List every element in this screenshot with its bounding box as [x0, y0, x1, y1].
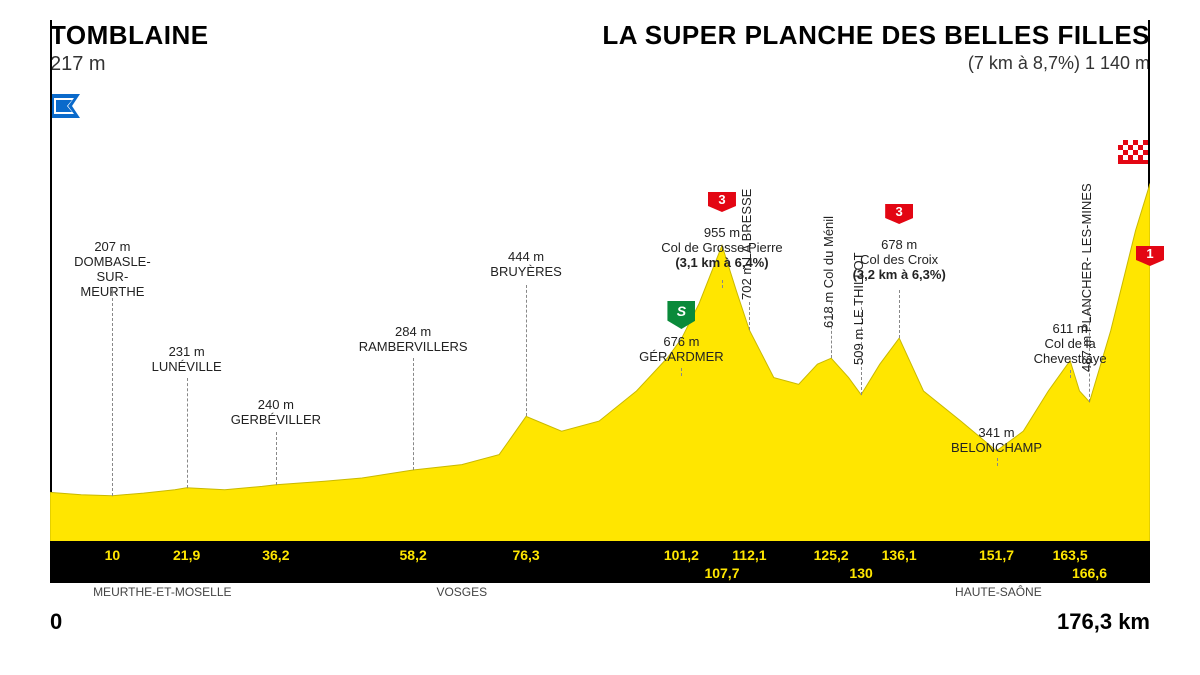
finish-header: LA SUPER PLANCHE DES BELLES FILLES (7 km… — [602, 20, 1150, 74]
waypoint-label: 284 mRAMBERVILLERS — [359, 325, 468, 355]
waypoint-line — [112, 288, 113, 496]
waypoint-label: 487 m PLANCHER- LES-MINES — [1081, 183, 1096, 372]
sprint-badge-icon: S — [667, 301, 695, 329]
km-marker: 107,7 — [704, 565, 739, 581]
start-flag-icon — [50, 94, 84, 118]
waypoint-label: 678 mCol des Croix(3,2 km à 6,3%) — [853, 238, 946, 283]
waypoint-label: 444 mBRUYÈRES — [490, 250, 562, 280]
km-marker: 151,7 — [979, 547, 1014, 563]
waypoint-label: 676 mGÉRARDMER — [639, 335, 724, 365]
waypoint-label: 702 m LA BRESSE — [740, 189, 755, 300]
elevation-profile: 207 mDOMBASLE-SUR-MEURTHE 231 mLUNÉVILLE 2… — [50, 130, 1150, 565]
km-marker: 125,2 — [814, 547, 849, 563]
km-marker: 36,2 — [262, 547, 289, 563]
waypoint-line — [997, 458, 998, 466]
waypoint-line — [899, 290, 900, 338]
waypoint-line — [749, 302, 750, 330]
stage-profile-frame: TOMBLAINE 217 m LA SUPER PLANCHE DES BEL… — [50, 20, 1150, 635]
region-bar: MEURTHE-ET-MOSELLE VOSGES HAUTE-SAÔNE — [50, 585, 1150, 603]
km-marker: 163,5 — [1053, 547, 1088, 563]
waypoint-line — [187, 378, 188, 488]
waypoint-label: 618 m Col du Ménil — [822, 216, 837, 328]
waypoint-label: 240 mGERBÉVILLER — [231, 398, 321, 428]
waypoint-label: 207 mDOMBASLE-SUR-MEURTHE — [74, 240, 151, 300]
start-header: TOMBLAINE 217 m — [50, 20, 209, 76]
km-marker: 101,2 — [664, 547, 699, 563]
waypoint-label: 231 mLUNÉVILLE — [152, 345, 222, 375]
km-marker-bar: 1021,936,258,276,3101,2107,7112,1125,213… — [50, 541, 1150, 583]
km-marker: 10 — [105, 547, 121, 563]
category-badge-icon: 3 — [885, 204, 913, 234]
region-label: VOSGES — [436, 585, 487, 599]
distance-end: 176,3 km — [1057, 609, 1150, 635]
waypoint-line — [681, 368, 682, 376]
waypoint-line — [526, 285, 527, 416]
km-marker: 112,1 — [732, 547, 766, 563]
km-marker: 130 — [849, 565, 872, 581]
region-label: MEURTHE-ET-MOSELLE — [93, 585, 231, 599]
km-marker: 136,1 — [882, 547, 917, 563]
waypoint-label: 341 mBELONCHAMP — [951, 426, 1042, 456]
km-marker: 76,3 — [512, 547, 539, 563]
finish-sub: (7 km à 8,7%) 1 140 m — [602, 53, 1150, 74]
category-badge-icon: 1 — [1136, 246, 1164, 276]
km-marker: 166,6 — [1072, 565, 1107, 581]
waypoint-label: 611 mCol de laChevestraye — [1034, 322, 1107, 367]
waypoint-line — [1070, 370, 1071, 378]
start-name: TOMBLAINE — [50, 20, 209, 51]
km-marker: 58,2 — [400, 547, 427, 563]
waypoint-line — [276, 432, 277, 485]
waypoint-line — [722, 280, 723, 288]
km-marker: 21,9 — [173, 547, 200, 563]
waypoint-label: 955 mCol de Grosse Pierre(3,1 km à 6,4%) — [661, 226, 782, 271]
region-label: HAUTE-SAÔNE — [955, 585, 1042, 599]
distance-start: 0 — [50, 609, 62, 635]
finish-name: LA SUPER PLANCHE DES BELLES FILLES — [602, 20, 1150, 51]
waypoint-line — [413, 358, 414, 470]
start-elevation: 217 m — [50, 53, 209, 76]
waypoints-overlay: 207 mDOMBASLE-SUR-MEURTHE 231 mLUNÉVILLE 2… — [50, 130, 1150, 565]
category-badge-icon: 3 — [708, 192, 736, 222]
